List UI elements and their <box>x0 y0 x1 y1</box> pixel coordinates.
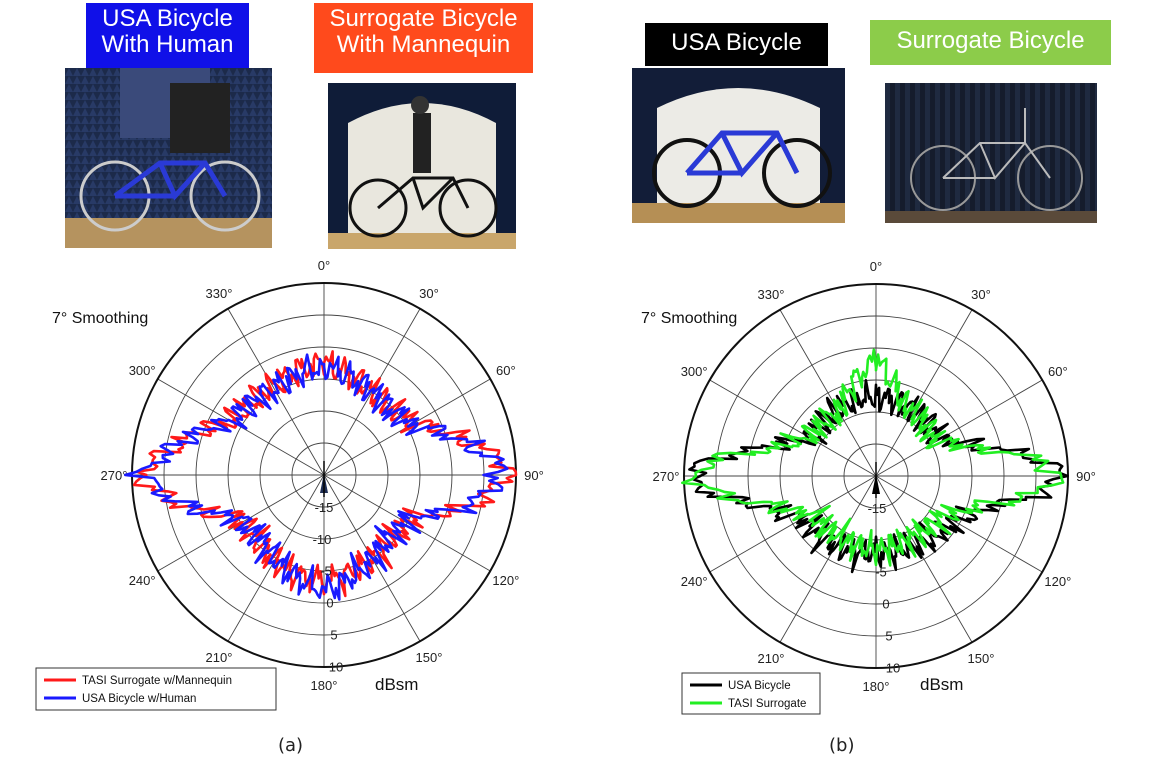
photo-surrogate-bicycle <box>885 83 1097 223</box>
radial-tick-label: 5 <box>885 628 892 643</box>
legend: USA Bicycle TASI Surrogate <box>681 672 821 715</box>
angle-tick-label: 330° <box>206 286 233 301</box>
photo-usa-bicycle <box>632 68 845 223</box>
series-line <box>124 353 509 601</box>
series-line <box>688 379 1069 574</box>
angle-tick-label: 120° <box>1044 574 1071 589</box>
caption-b: (b) <box>829 735 855 756</box>
angle-tick-label: 240° <box>681 574 708 589</box>
angle-tick-label: 180° <box>311 678 338 693</box>
legend-entry: TASI Surrogate w/Mannequin <box>82 675 232 687</box>
radial-tick-label: -15 <box>315 500 334 515</box>
smoothing-label: 7° Smoothing <box>52 310 148 327</box>
photo-surrogate-bicycle-with-mannequin <box>328 83 516 249</box>
legend-entry: TASI Surrogate <box>728 698 806 710</box>
angle-tick-label: 150° <box>968 651 995 666</box>
radial-tick-label: -10 <box>313 532 332 547</box>
label-line-2: With Mannequin <box>336 31 511 58</box>
angle-tick-label: 0° <box>870 259 882 274</box>
angle-tick-label: 330° <box>758 287 785 302</box>
label-usa-bicycle: USA Bicycle <box>645 23 828 66</box>
polar-chart-a: 0° 30° 60° 90° 120° 150° 180° 210° 240° 270° 300° 3… <box>35 258 544 711</box>
radial-tick-label: 10 <box>329 659 343 674</box>
angle-tick-label: 120° <box>492 573 519 588</box>
angle-tick-label: 270° <box>653 469 680 484</box>
radial-tick-label: 0 <box>882 597 889 612</box>
angle-tick-label: 90° <box>524 468 544 483</box>
angle-tick-label: 210° <box>758 651 785 666</box>
angle-tick-label: 90° <box>1076 469 1096 484</box>
angle-tick-label: 180° <box>863 679 890 694</box>
radial-tick-label: -5 <box>875 565 887 580</box>
radial-tick-label: 10 <box>886 660 900 675</box>
center-target-icon <box>872 462 880 498</box>
unit-label: dBsm <box>920 675 963 694</box>
angle-tick-label: 60° <box>496 363 516 378</box>
smoothing-label: 7° Smoothing <box>641 310 737 327</box>
radial-tick-label: 5 <box>330 627 337 642</box>
label-text: Surrogate Bicycle <box>896 27 1085 54</box>
angle-tick-label: 150° <box>416 650 443 665</box>
legend-box <box>35 667 277 711</box>
label-text: USA Bicycle <box>671 29 802 56</box>
legend-entry: USA Bicycle <box>728 680 791 692</box>
angle-tick-label: 240° <box>129 573 156 588</box>
legend: TASI Surrogate w/Mannequin USA Bicycle w/… <box>35 667 277 711</box>
angle-tick-label: 0° <box>318 258 330 273</box>
angle-tick-label: 210° <box>206 650 233 665</box>
photo-usa-bicycle-with-human <box>65 68 272 248</box>
caption-a: (a) <box>278 735 304 756</box>
angle-tick-label: 300° <box>681 364 708 379</box>
legend-box <box>681 672 821 715</box>
angle-tick-label: 30° <box>971 287 991 302</box>
unit-label: dBsm <box>375 675 418 694</box>
label-line-1: USA Bicycle <box>102 5 233 32</box>
series-line <box>681 348 1065 567</box>
legend-entry: USA Bicycle w/Human <box>82 693 196 705</box>
radial-tick-label: -5 <box>320 564 332 579</box>
angle-tick-label: 270° <box>101 468 128 483</box>
label-line-2: With Human <box>101 31 234 58</box>
angle-tick-label: 300° <box>129 363 156 378</box>
radial-tick-label: 0 <box>326 596 333 611</box>
label-line-1: Surrogate Bicycle <box>329 5 518 32</box>
center-target-icon <box>320 461 328 497</box>
angle-tick-label: 30° <box>419 286 439 301</box>
label-surrogate-bicycle-with-mannequin: Surrogate Bicycle With Mannequin <box>314 3 533 73</box>
radial-tick-label: -15 <box>868 501 887 516</box>
label-usa-bicycle-with-human: USA Bicycle With Human <box>86 3 249 75</box>
polar-chart-b: 0° 30° 60° 90° 120° 150° 180° 210° 240° 270° 300° 3… <box>641 259 1096 715</box>
label-surrogate-bicycle: Surrogate Bicycle <box>870 20 1111 65</box>
angle-tick-label: 60° <box>1048 364 1068 379</box>
